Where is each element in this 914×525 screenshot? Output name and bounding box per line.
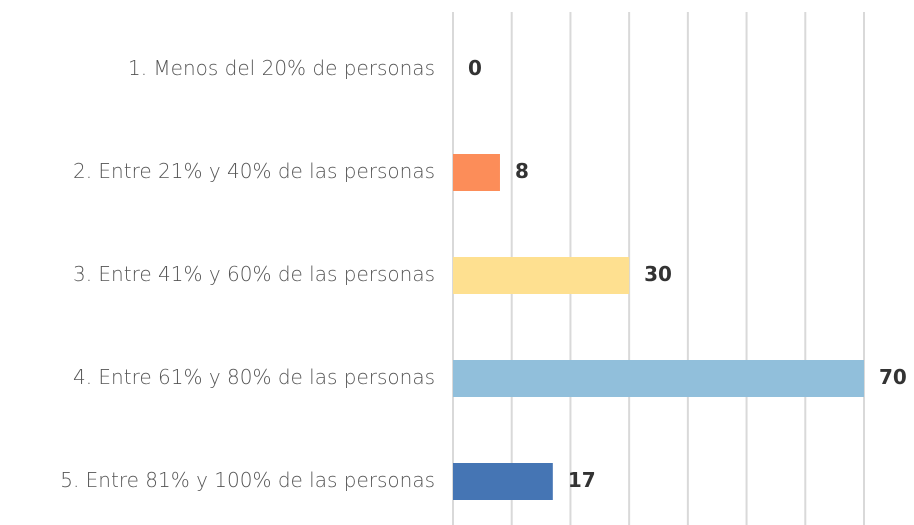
bar xyxy=(453,463,553,500)
value-label: 0 xyxy=(468,56,482,80)
value-label: 70 xyxy=(879,365,907,389)
bar xyxy=(453,360,864,397)
category-label: 4. Entre 61% y 80% de las personas xyxy=(73,365,435,389)
category-label: 3. Entre 41% y 60% de las personas xyxy=(73,262,435,286)
value-label: 8 xyxy=(515,159,529,183)
category-label: 5. Entre 81% y 100% de las personas xyxy=(60,468,435,492)
category-label: 2. Entre 21% y 40% de las personas xyxy=(73,159,435,183)
bar xyxy=(453,257,630,294)
category-label: 1. Menos del 20% de personas xyxy=(128,56,435,80)
value-label: 30 xyxy=(644,262,672,286)
bar xyxy=(453,154,500,191)
value-label: 17 xyxy=(568,468,596,492)
